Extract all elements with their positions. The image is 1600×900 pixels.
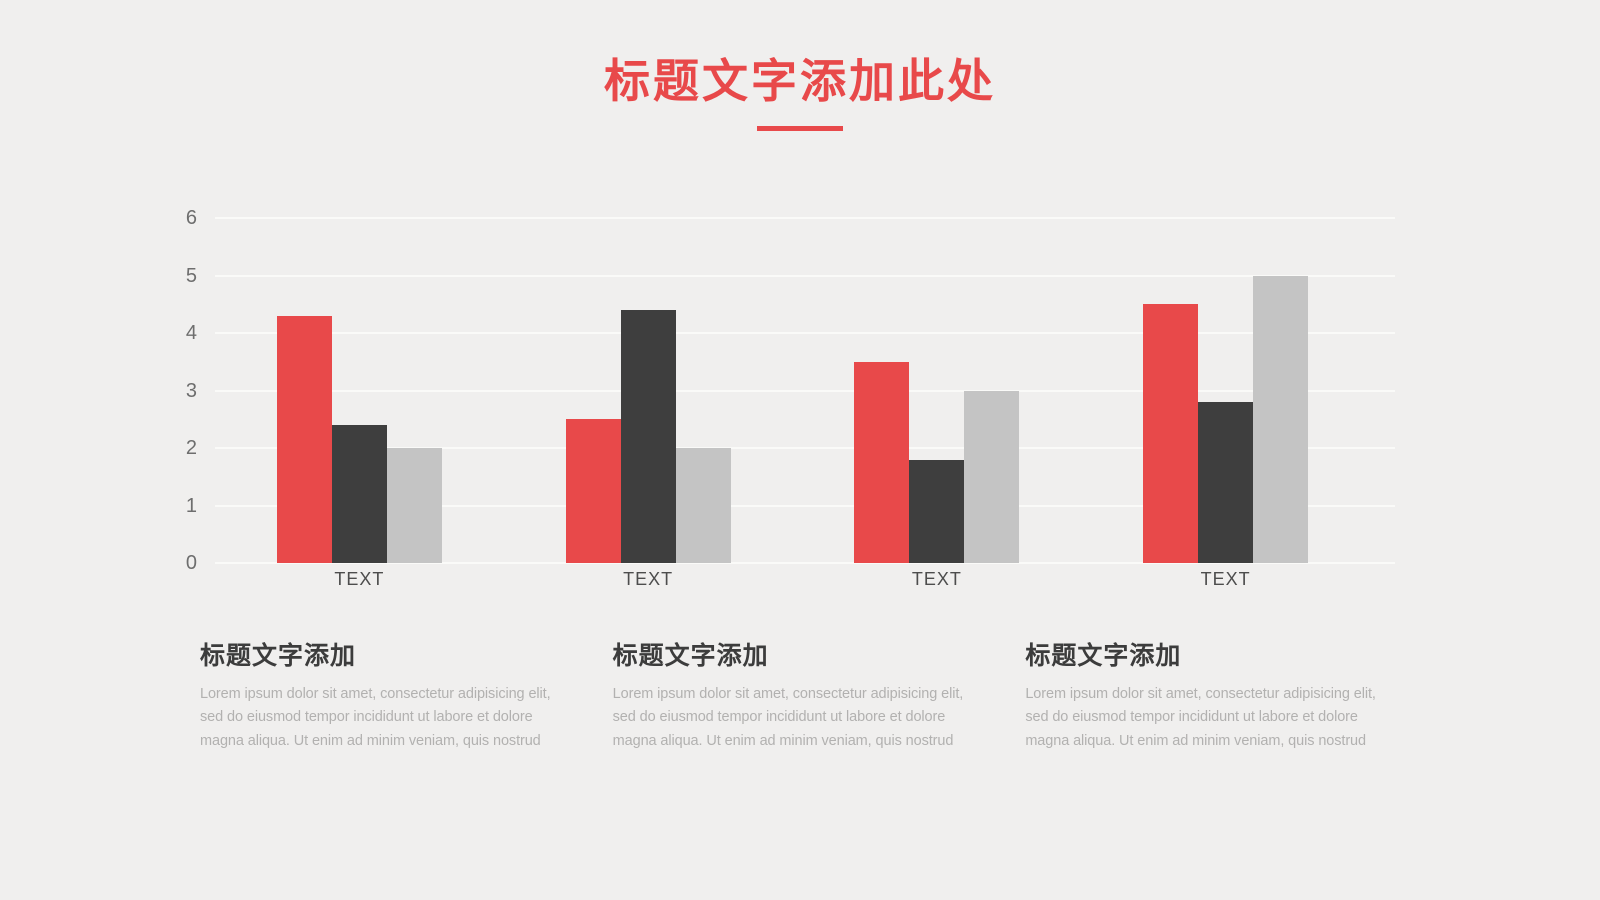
y-tick-label: 3 — [185, 379, 197, 402]
section-heading: 标题文字添加 — [200, 642, 357, 670]
gridline — [215, 447, 1395, 449]
y-tick-label: 6 — [185, 207, 197, 229]
bar-series-dark — [620, 310, 676, 563]
bar-series-light — [675, 448, 731, 563]
slide-header: 标题文字添加此处 — [0, 58, 1600, 131]
section-body: Lorem ipsum dolor sit amet, consectetur … — [1025, 686, 1376, 749]
gridline — [215, 332, 1395, 334]
bar-series-light — [386, 448, 442, 563]
y-tick-label: 5 — [185, 264, 197, 287]
section-heading: 标题文字添加 — [612, 642, 769, 670]
section-body: Lorem ipsum dolor sit amet, consectetur … — [200, 686, 551, 749]
title-underline-bar — [757, 126, 843, 131]
x-category-label: TEXT — [911, 569, 962, 589]
gridline — [215, 217, 1395, 219]
bar-series-dark — [909, 459, 965, 563]
bar-group — [504, 218, 793, 563]
chart-x-axis: TEXT TEXT TEXT TEXT — [215, 569, 1370, 590]
caption-sections: 标题文字添加 Lorem ipsum dolor sit amet, conse… — [200, 636, 1390, 753]
x-category-label: TEXT — [334, 569, 385, 589]
chart-plot — [215, 217, 1395, 564]
bar-group — [793, 218, 1082, 563]
bar-series-light — [964, 390, 1020, 563]
section-body: Lorem ipsum dolor sit amet, consectetur … — [612, 686, 964, 749]
bar-series-dark — [331, 425, 387, 563]
x-category-label: TEXT — [623, 569, 674, 589]
y-tick-label: 0 — [185, 552, 197, 574]
bar-series-red — [1143, 304, 1199, 563]
caption-section: 标题文字添加 Lorem ipsum dolor sit amet, conse… — [200, 636, 565, 753]
gridline — [215, 562, 1395, 564]
bar-series-red — [276, 315, 332, 563]
y-tick-label: 1 — [185, 494, 197, 517]
slide-title: 标题文字添加此处 — [604, 55, 996, 107]
y-tick-label: 4 — [185, 322, 197, 344]
x-category-label: TEXT — [1200, 569, 1251, 589]
bar-group — [215, 218, 504, 563]
bar-series-red — [565, 419, 621, 563]
gridline — [215, 274, 1395, 277]
caption-section: 标题文字添加 Lorem ipsum dolor sit amet, conse… — [613, 636, 978, 753]
chart-y-axis: 0 1 2 3 4 5 6 — [150, 208, 205, 573]
gridline — [215, 389, 1395, 392]
bar-series-red — [854, 361, 910, 563]
bar-series-dark — [1198, 402, 1254, 563]
chart-bar-groups — [215, 218, 1370, 563]
caption-section: 标题文字添加 Lorem ipsum dolor sit amet, conse… — [1025, 636, 1390, 753]
bar-group — [1081, 218, 1370, 563]
gridline — [215, 504, 1395, 507]
y-tick-label: 2 — [185, 437, 197, 459]
bar-series-light — [1253, 275, 1309, 563]
section-heading: 标题文字添加 — [1025, 642, 1182, 670]
